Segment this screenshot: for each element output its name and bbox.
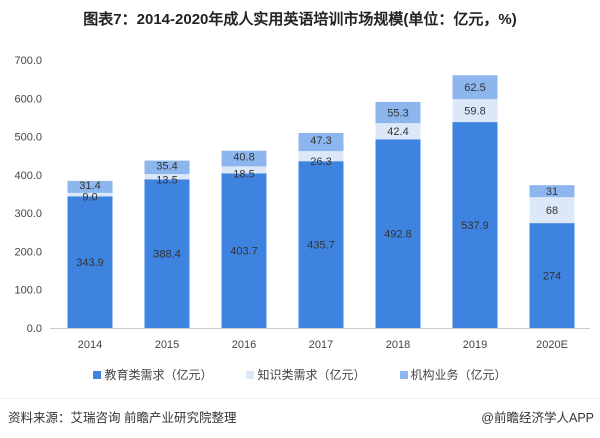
- x-tick-label: 2020E: [536, 339, 568, 351]
- bar-segment: [452, 75, 498, 100]
- data-label: 343.9: [76, 257, 104, 269]
- legend-label: 知识类需求（亿元）: [257, 368, 366, 382]
- chart-title: 图表7：2014-2020年成人实用英语培训市场规模(单位：亿元，%): [83, 11, 517, 28]
- legend: 教育类需求（亿元） 知识类需求（亿元） 机构业务（亿元）: [0, 366, 600, 383]
- data-label: 388.4: [153, 249, 181, 261]
- bar-segment: [221, 173, 267, 328]
- data-label: 47.3: [310, 135, 331, 147]
- bar-segment: [298, 151, 344, 162]
- stacked-bar-chart: 0.0 100.0 200.0 300.0 400.0 500.0 600.0 700.0 20…: [14, 55, 590, 351]
- bar-segment: [67, 192, 113, 197]
- y-tick-label: 600.0: [14, 93, 42, 105]
- y-tick-label: 400.0: [14, 170, 42, 182]
- x-tick-label: 2014: [78, 339, 102, 351]
- bar-segment: [298, 161, 344, 328]
- bar-segment: [529, 197, 575, 224]
- x-tick-label: 2015: [155, 339, 179, 351]
- data-label: 18.5: [233, 168, 254, 180]
- legend-swatch: [93, 370, 102, 379]
- bar-segment: [452, 99, 498, 123]
- bar-segment: [67, 196, 113, 328]
- bar-segment: [375, 139, 421, 328]
- data-label: 59.8: [464, 106, 485, 118]
- legend-item: 教育类需求（亿元）: [93, 366, 212, 383]
- legend-swatch: [246, 370, 255, 379]
- legend-swatch: [399, 370, 408, 379]
- y-tick-label: 500.0: [14, 132, 42, 144]
- data-label: 68: [546, 205, 558, 217]
- legend-label: 机构业务（亿元）: [410, 368, 507, 382]
- x-tick-label: 2016: [232, 339, 256, 351]
- bar-segment: [529, 223, 575, 328]
- data-label: 40.8: [233, 152, 254, 164]
- bar-segment: [298, 133, 344, 152]
- legend-item: 机构业务（亿元）: [399, 366, 507, 383]
- data-label: 435.7: [307, 240, 335, 252]
- bar-segment: [452, 122, 498, 328]
- data-label: 31: [546, 186, 558, 198]
- data-label: 42.4: [387, 126, 408, 138]
- data-label: 62.5: [464, 82, 485, 94]
- x-tick-label: 2018: [386, 339, 410, 351]
- data-label: 35.4: [156, 160, 177, 172]
- data-label: 26.3: [310, 156, 331, 168]
- legend-item: 知识类需求（亿元）: [246, 366, 366, 383]
- x-tick-label: 2017: [309, 339, 333, 351]
- y-tick-label: 100.0: [14, 285, 42, 297]
- bar-segment: [144, 160, 190, 175]
- bar-segment: [221, 150, 267, 167]
- bar-segment: [67, 180, 113, 193]
- divider: [0, 398, 600, 399]
- bar-segment: [375, 101, 421, 124]
- x-tick-label: 2019: [463, 339, 487, 351]
- bar-segment: [529, 185, 575, 198]
- legend-label: 教育类需求（亿元）: [104, 368, 213, 382]
- data-label: 55.3: [387, 108, 408, 120]
- data-label: 9.0: [82, 191, 97, 203]
- data-label: 274: [543, 271, 561, 283]
- data-label: 492.8: [384, 229, 412, 241]
- bar-segment: [221, 166, 267, 174]
- credit: @前瞻经济学人APP: [481, 411, 594, 425]
- data-label: 31.4: [79, 180, 100, 192]
- data-label: 403.7: [230, 246, 258, 258]
- bar-segment: [144, 179, 190, 328]
- y-tick-label: 200.0: [14, 246, 42, 258]
- y-tick-label: 0.0: [27, 323, 42, 335]
- source-note: 资料来源：艾瑞咨询 前瞻产业研究院整理: [8, 411, 237, 425]
- y-tick-label: 300.0: [14, 208, 42, 220]
- data-label: 13.5: [156, 174, 177, 186]
- bar-segment: [144, 174, 190, 180]
- bar-segment: [375, 123, 421, 140]
- y-tick-label: 700.0: [14, 55, 42, 67]
- data-label: 537.9: [461, 220, 489, 232]
